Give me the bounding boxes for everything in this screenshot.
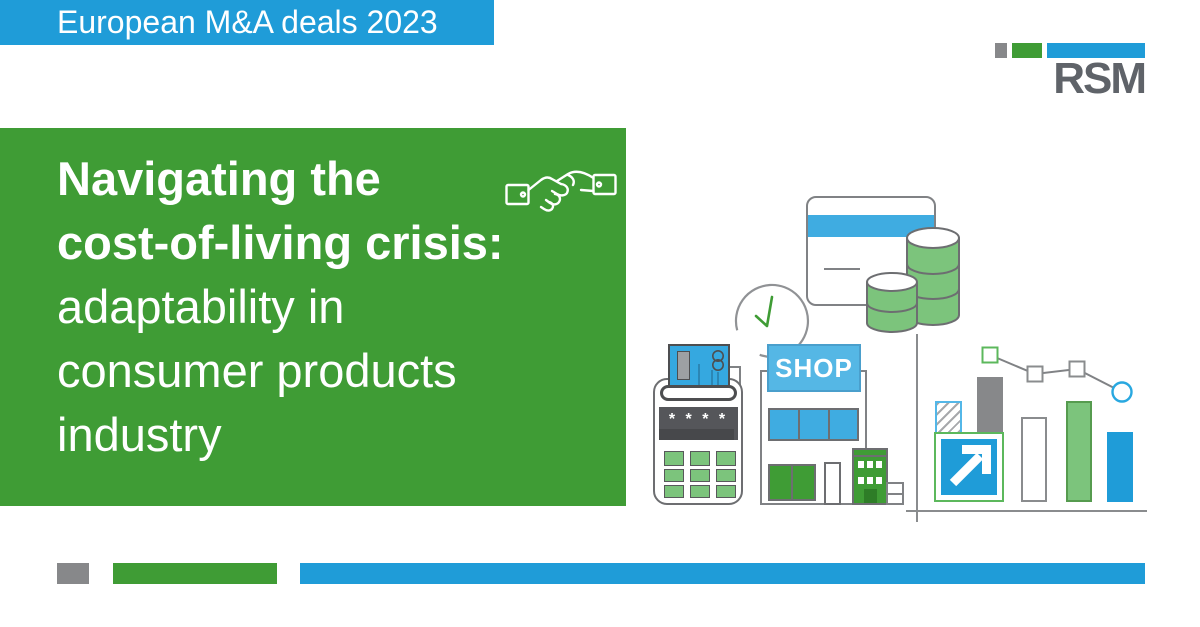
- keypad-button: [716, 451, 736, 466]
- headline-line-1: Navigating the: [57, 152, 381, 205]
- chart-bar-green: [1066, 401, 1092, 502]
- headline-line-2: cost-of-living crisis:: [57, 216, 504, 269]
- keypad-button: [690, 451, 710, 466]
- annex-door: [864, 489, 877, 503]
- chart-bar-hatched: [935, 401, 962, 435]
- shop-windows: [768, 408, 859, 441]
- annex-extension-divider: [888, 493, 902, 495]
- chart-vertical-axis: [916, 334, 918, 522]
- trend-line-illustration: [981, 346, 1133, 403]
- terminal-display-band: [659, 429, 734, 440]
- window-divider: [798, 410, 800, 439]
- keypad-button: [690, 469, 710, 482]
- shop-sign-label: SHOP: [775, 353, 853, 383]
- chart-bar-gray: [977, 377, 1003, 434]
- trend-marker-blue-circle: [1111, 381, 1133, 403]
- headline-line-3: adaptability in: [57, 280, 345, 333]
- chart-bar-white: [1021, 417, 1047, 502]
- annex-windows: [858, 461, 883, 484]
- card-chip: [677, 351, 690, 380]
- annex-window: [867, 461, 873, 468]
- annex-window: [867, 477, 873, 484]
- annex-window: [876, 477, 882, 484]
- up-right-arrow-icon: [949, 445, 991, 487]
- shop-sign: SHOP: [767, 344, 861, 392]
- shop-door-white: [824, 462, 841, 505]
- window-divider: [828, 410, 830, 439]
- growth-arrow-square: [941, 439, 997, 495]
- trend-marker-green-square: [981, 346, 999, 364]
- headline-line-5: industry: [57, 408, 222, 461]
- keypad-button: [716, 485, 736, 498]
- chart-horizontal-axis: [906, 510, 1147, 512]
- terminal-display-text: * * * *: [668, 411, 729, 428]
- handshake-icon: [505, 170, 617, 212]
- terminal-card-slot: [660, 385, 737, 401]
- footer-bar-blue: [300, 563, 1145, 584]
- annex-roofline: [854, 455, 886, 457]
- trend-marker-gray-square: [1068, 360, 1086, 378]
- headline-panel: Navigating the cost-of-living crisis: ad…: [0, 128, 626, 506]
- logo-bar-gray: [995, 43, 1007, 58]
- annex-window: [876, 461, 882, 468]
- annex-window: [858, 477, 864, 484]
- terminal-display: * * * *: [659, 407, 738, 440]
- growth-arrow-box: [934, 432, 1004, 502]
- annex-window: [858, 461, 864, 468]
- credit-card-stripe: [808, 215, 934, 237]
- terminal-keypad: [664, 451, 736, 501]
- chart-bar-blue: [1107, 432, 1133, 502]
- banner: European M&A deals 2023: [0, 0, 494, 45]
- trend-marker-gray-square: [1026, 365, 1044, 383]
- annex-extension: [886, 482, 904, 505]
- logo-bar-green: [1012, 43, 1042, 58]
- headline-line-4: consumer products: [57, 344, 457, 397]
- footer-bar-gray: [57, 563, 89, 584]
- logo-bar-blue: [1047, 43, 1145, 58]
- footer-bar-green: [113, 563, 277, 584]
- coin-stack-small-icon: [866, 272, 918, 333]
- credit-card-signature-line: [824, 268, 860, 270]
- shop-door-green: [768, 464, 816, 501]
- rsm-wordmark: RSM: [1053, 54, 1147, 103]
- banner-label: European M&A deals 2023: [57, 4, 438, 40]
- card-logo-circles: [712, 350, 724, 371]
- annex-building: [852, 448, 888, 505]
- coin-stack-large-icon: [906, 227, 960, 326]
- door-divider: [791, 466, 793, 499]
- keypad-button: [716, 469, 736, 482]
- headline-text: Navigating the cost-of-living crisis: ad…: [57, 147, 606, 467]
- keypad-button: [664, 485, 684, 498]
- keypad-button: [664, 451, 684, 466]
- keypad-button: [664, 469, 684, 482]
- keypad-button: [690, 485, 710, 498]
